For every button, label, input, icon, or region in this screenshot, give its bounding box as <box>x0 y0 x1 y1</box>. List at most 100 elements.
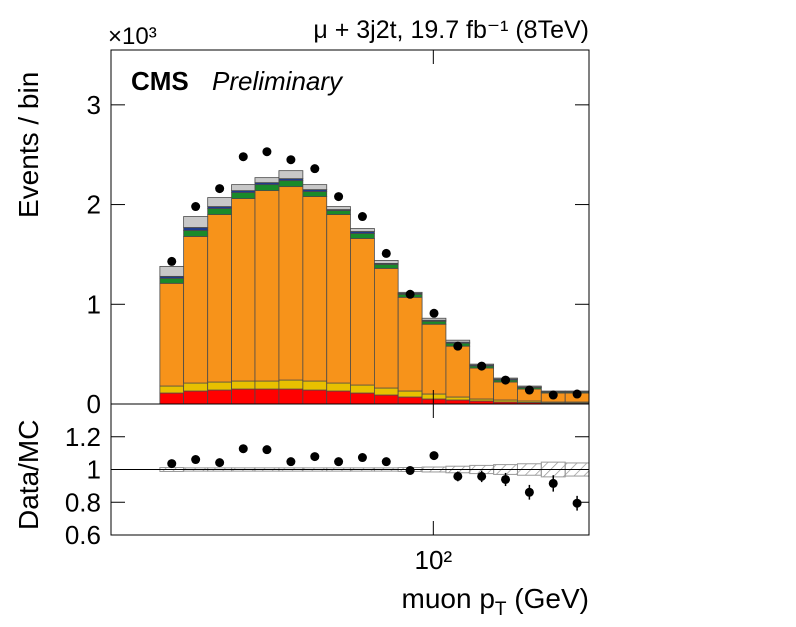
data-point <box>358 212 367 221</box>
stack-segment <box>398 391 422 397</box>
stack-segment <box>184 227 208 230</box>
x-tick-label: 10² <box>415 545 453 575</box>
stack-segment <box>255 178 279 183</box>
data-point <box>453 472 462 481</box>
data-point <box>406 290 415 299</box>
stack-segment <box>303 381 327 390</box>
data-point <box>477 472 486 481</box>
stack-segment <box>279 187 303 380</box>
stack-segment <box>398 397 422 404</box>
stack-segment <box>279 380 303 389</box>
stack-segment <box>208 390 232 404</box>
stack-segment <box>208 382 232 390</box>
data-point <box>453 342 462 351</box>
stack-segment <box>303 185 327 190</box>
data-point <box>215 458 224 467</box>
data-point <box>501 475 510 484</box>
stack-segment <box>398 297 422 391</box>
stack-segment <box>374 264 398 268</box>
multiplier: ×10³ <box>108 23 157 50</box>
stack-segment <box>374 388 398 395</box>
stack-segment <box>232 193 255 199</box>
data-point <box>382 457 391 466</box>
status: Preliminary <box>212 66 344 96</box>
stack-segment <box>160 386 184 393</box>
stack-segment <box>327 391 351 404</box>
experiment: CMS <box>131 66 189 96</box>
stack-segment <box>303 192 327 197</box>
stack-segment <box>446 400 470 404</box>
stack-segment <box>160 393 184 404</box>
data-point <box>430 451 439 460</box>
stack-segment <box>350 233 374 238</box>
x-axis-label-sub: T <box>495 599 507 620</box>
y-tick-label: 3 <box>87 90 101 120</box>
stack-segment <box>422 321 446 324</box>
y-tick-label: 1 <box>87 289 101 319</box>
y-tick-label: 2 <box>87 190 101 220</box>
data-point <box>525 488 534 497</box>
y-tick-label: 1.2 <box>65 422 101 452</box>
stack-segment <box>303 390 327 404</box>
data-point <box>358 453 367 462</box>
stack-segment <box>184 391 208 404</box>
data-point <box>262 445 271 454</box>
stack-segment <box>327 207 351 210</box>
y-tick-label: 0.6 <box>65 520 101 550</box>
data-point <box>334 192 343 201</box>
stack-segment <box>232 381 255 389</box>
stack-segment <box>327 211 351 215</box>
stack-segment <box>232 389 255 404</box>
data-point <box>573 390 582 399</box>
data-point <box>382 249 391 258</box>
stack-segment <box>184 217 208 228</box>
data-point <box>477 362 486 371</box>
data-point <box>167 459 176 468</box>
stack-segment <box>374 395 398 404</box>
stack-segment <box>350 385 374 393</box>
stack-segment <box>279 171 303 179</box>
stack-segment <box>208 215 232 383</box>
data-point <box>430 309 439 318</box>
stack-segment <box>327 383 351 391</box>
data-point <box>239 444 248 453</box>
data-point <box>239 152 248 161</box>
data-point <box>573 499 582 508</box>
x-axis-label-main: muon p <box>402 583 495 614</box>
ratio-y-axis-label: Data/MC <box>13 420 44 530</box>
data-point <box>406 466 415 475</box>
data-point <box>167 257 176 266</box>
data-point <box>549 479 558 488</box>
stack-segment <box>350 228 374 231</box>
y-tick-label: 0 <box>87 389 101 419</box>
stack-segment <box>422 399 446 404</box>
stack-segment <box>208 209 232 215</box>
y-tick-label: 1 <box>87 455 101 485</box>
stack-segment <box>232 199 255 381</box>
stack-segment <box>422 324 446 394</box>
data-point <box>191 455 200 464</box>
stack-segment <box>279 181 303 187</box>
x-axis-label-unit: (GeV) <box>507 583 589 614</box>
stack-segment <box>255 191 279 381</box>
data-point <box>334 457 343 466</box>
data-point <box>310 452 319 461</box>
data-point <box>262 147 271 156</box>
stack-segment <box>279 389 303 404</box>
stack-segment <box>255 389 279 404</box>
stack-segment <box>232 185 255 191</box>
stack-segment <box>470 368 494 399</box>
data-point <box>286 155 295 164</box>
stack-segment <box>350 238 374 385</box>
stack-segment <box>446 397 470 400</box>
stack-segment <box>374 260 398 263</box>
stack-segment <box>422 318 446 320</box>
stack-segment <box>255 185 279 191</box>
data-point <box>525 386 534 395</box>
stack-segment <box>184 230 208 236</box>
stack-segment <box>160 283 184 386</box>
chart-title: μ + 3j2t, 19.7 fb⁻¹ (8TeV) <box>313 16 589 44</box>
stack-segment <box>374 268 398 388</box>
